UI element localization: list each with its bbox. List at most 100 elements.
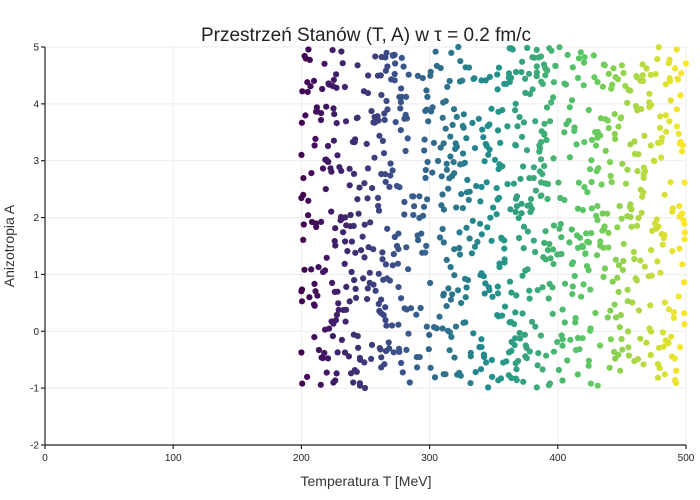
data-point [612,314,620,321]
data-point [585,362,592,369]
data-point [342,318,349,325]
data-point [581,54,588,61]
data-point [378,310,385,317]
data-point [463,224,470,231]
data-point [308,170,315,177]
data-point [643,339,650,346]
data-point [617,367,624,374]
data-point [476,344,483,351]
data-point [546,118,554,125]
data-point [662,81,669,88]
data-point [518,200,525,207]
data-point [346,165,353,172]
data-point [459,77,466,84]
data-point [396,348,403,355]
data-point [659,241,666,248]
data-point [465,64,473,71]
data-point [540,61,548,68]
data-point [400,63,407,70]
data-point [440,206,447,213]
y-axis-ticks: -2 -1 0 1 2 3 4 5 [30,43,45,452]
data-point [391,233,398,241]
data-point [517,175,524,182]
y-tick-label: 1 [33,270,39,281]
data-point [372,53,379,60]
data-point [352,294,360,301]
data-point [341,349,349,356]
data-point [505,372,512,379]
data-point [582,250,589,257]
data-point [550,155,557,162]
data-point [588,230,595,237]
data-point [464,277,472,284]
data-point [533,384,540,391]
data-point [462,294,469,301]
data-point [535,350,542,357]
data-point [326,325,333,332]
data-point [639,72,646,79]
data-point [575,55,583,62]
data-point [433,325,440,332]
data-point [542,72,549,79]
data-point [364,195,371,202]
data-point [300,221,307,228]
data-point [375,117,382,124]
data-point [380,276,387,283]
data-point [299,380,306,387]
data-point [599,210,606,217]
data-point [379,249,386,256]
data-point [567,336,574,343]
data-point [631,255,638,263]
data-point [442,98,449,105]
data-point [542,256,549,263]
data-point [541,239,548,246]
data-point [549,246,557,253]
data-point [618,114,625,121]
data-point [319,355,326,362]
data-point [424,158,431,166]
data-point [630,248,637,256]
data-point [625,328,632,335]
data-point [594,382,601,389]
data-point [477,220,484,227]
data-point [338,336,345,343]
data-point [398,93,405,100]
data-point [665,306,673,313]
data-point [485,284,492,291]
data-point [587,286,594,293]
data-point [588,205,595,212]
data-point [666,75,673,82]
data-point [618,62,626,69]
data-point [511,107,519,114]
data-point [561,280,569,287]
data-point [342,238,349,245]
data-point [640,174,647,181]
data-point [524,44,531,52]
data-point [519,58,526,65]
data-point [376,132,383,139]
data-point [488,356,495,364]
data-point [506,278,514,285]
data-point [411,203,418,210]
data-point [634,356,642,363]
data-point [351,367,358,374]
data-point [468,250,475,257]
data-point [634,222,641,229]
data-point [489,373,496,380]
data-point [614,224,621,231]
data-point [662,337,669,344]
data-point [657,113,664,120]
data-point [477,366,485,373]
data-point [600,244,607,251]
data-point [520,223,528,230]
data-point [354,196,361,203]
data-point [331,288,338,295]
data-point [532,323,539,330]
data-point [675,130,682,137]
data-point [394,260,401,267]
data-point [580,281,587,288]
data-point [446,329,453,336]
data-point [681,220,688,227]
data-point [312,135,319,142]
data-point [539,284,546,291]
